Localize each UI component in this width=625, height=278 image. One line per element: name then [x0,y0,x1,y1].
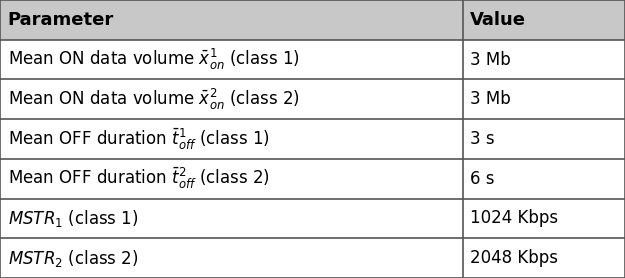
Text: 3 Mb: 3 Mb [470,90,511,108]
Text: Value: Value [470,11,526,29]
Bar [0,198,462,238]
Text: Parameter: Parameter [8,11,114,29]
Bar [462,80,625,119]
Text: Mean OFF duration $\bar{t}^{2}_{off}$ (class 2): Mean OFF duration $\bar{t}^{2}_{off}$ (c… [8,166,269,192]
Bar [0,0,462,40]
Text: 2048 Kbps: 2048 Kbps [470,249,558,267]
Bar [0,80,462,119]
Text: Mean OFF duration $\bar{t}^{1}_{off}$ (class 1): Mean OFF duration $\bar{t}^{1}_{off}$ (c… [8,126,269,152]
Bar [462,40,625,80]
Bar [462,238,625,278]
Text: 3 Mb: 3 Mb [470,51,511,69]
Bar [462,198,625,238]
Bar [462,159,625,198]
Text: Mean ON data volume $\bar{x}^{1}_{on}$ (class 1): Mean ON data volume $\bar{x}^{1}_{on}$ (… [8,47,299,72]
Bar [462,0,625,40]
Text: 3 s: 3 s [470,130,494,148]
Bar [462,119,625,159]
Bar [0,119,462,159]
Text: $MSTR_2$ (class 2): $MSTR_2$ (class 2) [8,248,138,269]
Bar [0,40,462,80]
Text: 1024 Kbps: 1024 Kbps [470,209,558,227]
Bar [0,238,462,278]
Text: 6 s: 6 s [470,170,494,188]
Bar [0,159,462,198]
Text: Mean ON data volume $\bar{x}^{2}_{on}$ (class 2): Mean ON data volume $\bar{x}^{2}_{on}$ (… [8,87,299,112]
Text: $MSTR_1$ (class 1): $MSTR_1$ (class 1) [8,208,138,229]
